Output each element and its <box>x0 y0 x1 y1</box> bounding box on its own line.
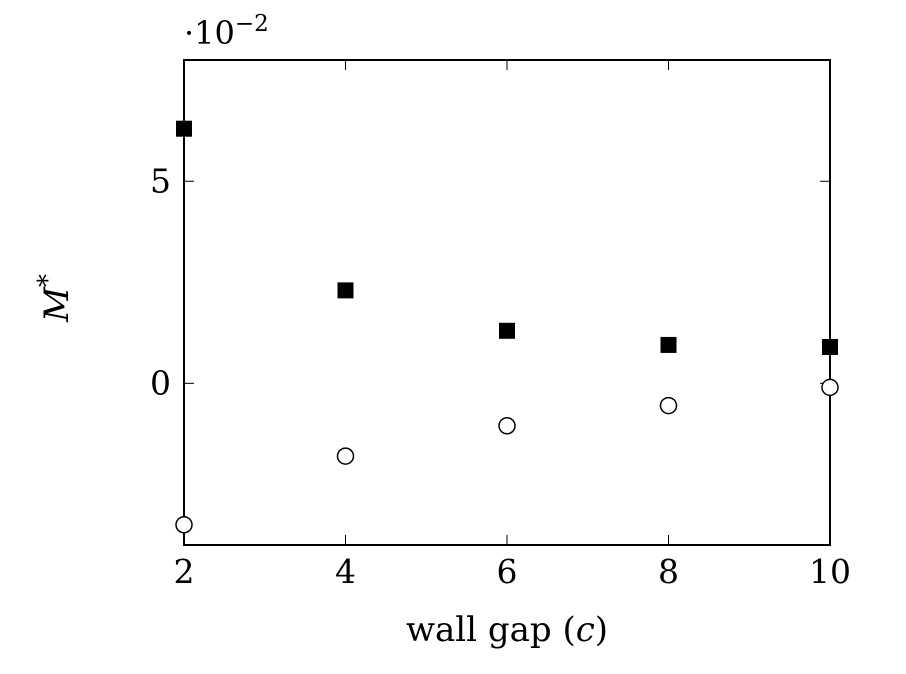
square-point <box>660 336 677 353</box>
square-point <box>176 120 192 137</box>
circle-point <box>498 417 516 435</box>
x-tick-label: 8 <box>658 552 679 591</box>
x-axis-label-var: c <box>576 610 595 650</box>
tick-labels: 2 4 6 8 10 0 5 <box>150 161 851 591</box>
x-axis-label-close: ) <box>595 610 608 650</box>
axis-ticks <box>183 60 831 545</box>
circle-point <box>175 516 193 534</box>
square-point <box>337 282 354 299</box>
y-axis-label-var: M <box>37 286 77 323</box>
y-tick-label: 0 <box>150 363 171 402</box>
x-tick-label: 2 <box>174 552 195 591</box>
y-axis-label: M* <box>33 274 77 323</box>
x-tick-label: 10 <box>809 552 851 591</box>
plot-frame <box>183 59 831 546</box>
x-tick-label: 6 <box>497 552 518 591</box>
y-tick-label: 5 <box>150 161 171 200</box>
circle-point <box>336 447 355 465</box>
y-axis-label-sup: * <box>33 274 63 287</box>
y-scale-exponent: −2 <box>235 11 269 37</box>
x-tick-label: 4 <box>335 552 356 591</box>
circle-point <box>659 396 678 415</box>
x-axis-label-text: wall gap ( <box>406 610 576 650</box>
y-scale-prefix: ·10 <box>184 14 235 52</box>
data-markers <box>175 120 839 534</box>
square-point <box>822 338 838 355</box>
square-point <box>499 322 515 339</box>
y-scale-label: ·10−2 <box>184 11 269 52</box>
circle-point <box>821 378 839 397</box>
x-axis-label: wall gap (c) <box>406 610 608 650</box>
